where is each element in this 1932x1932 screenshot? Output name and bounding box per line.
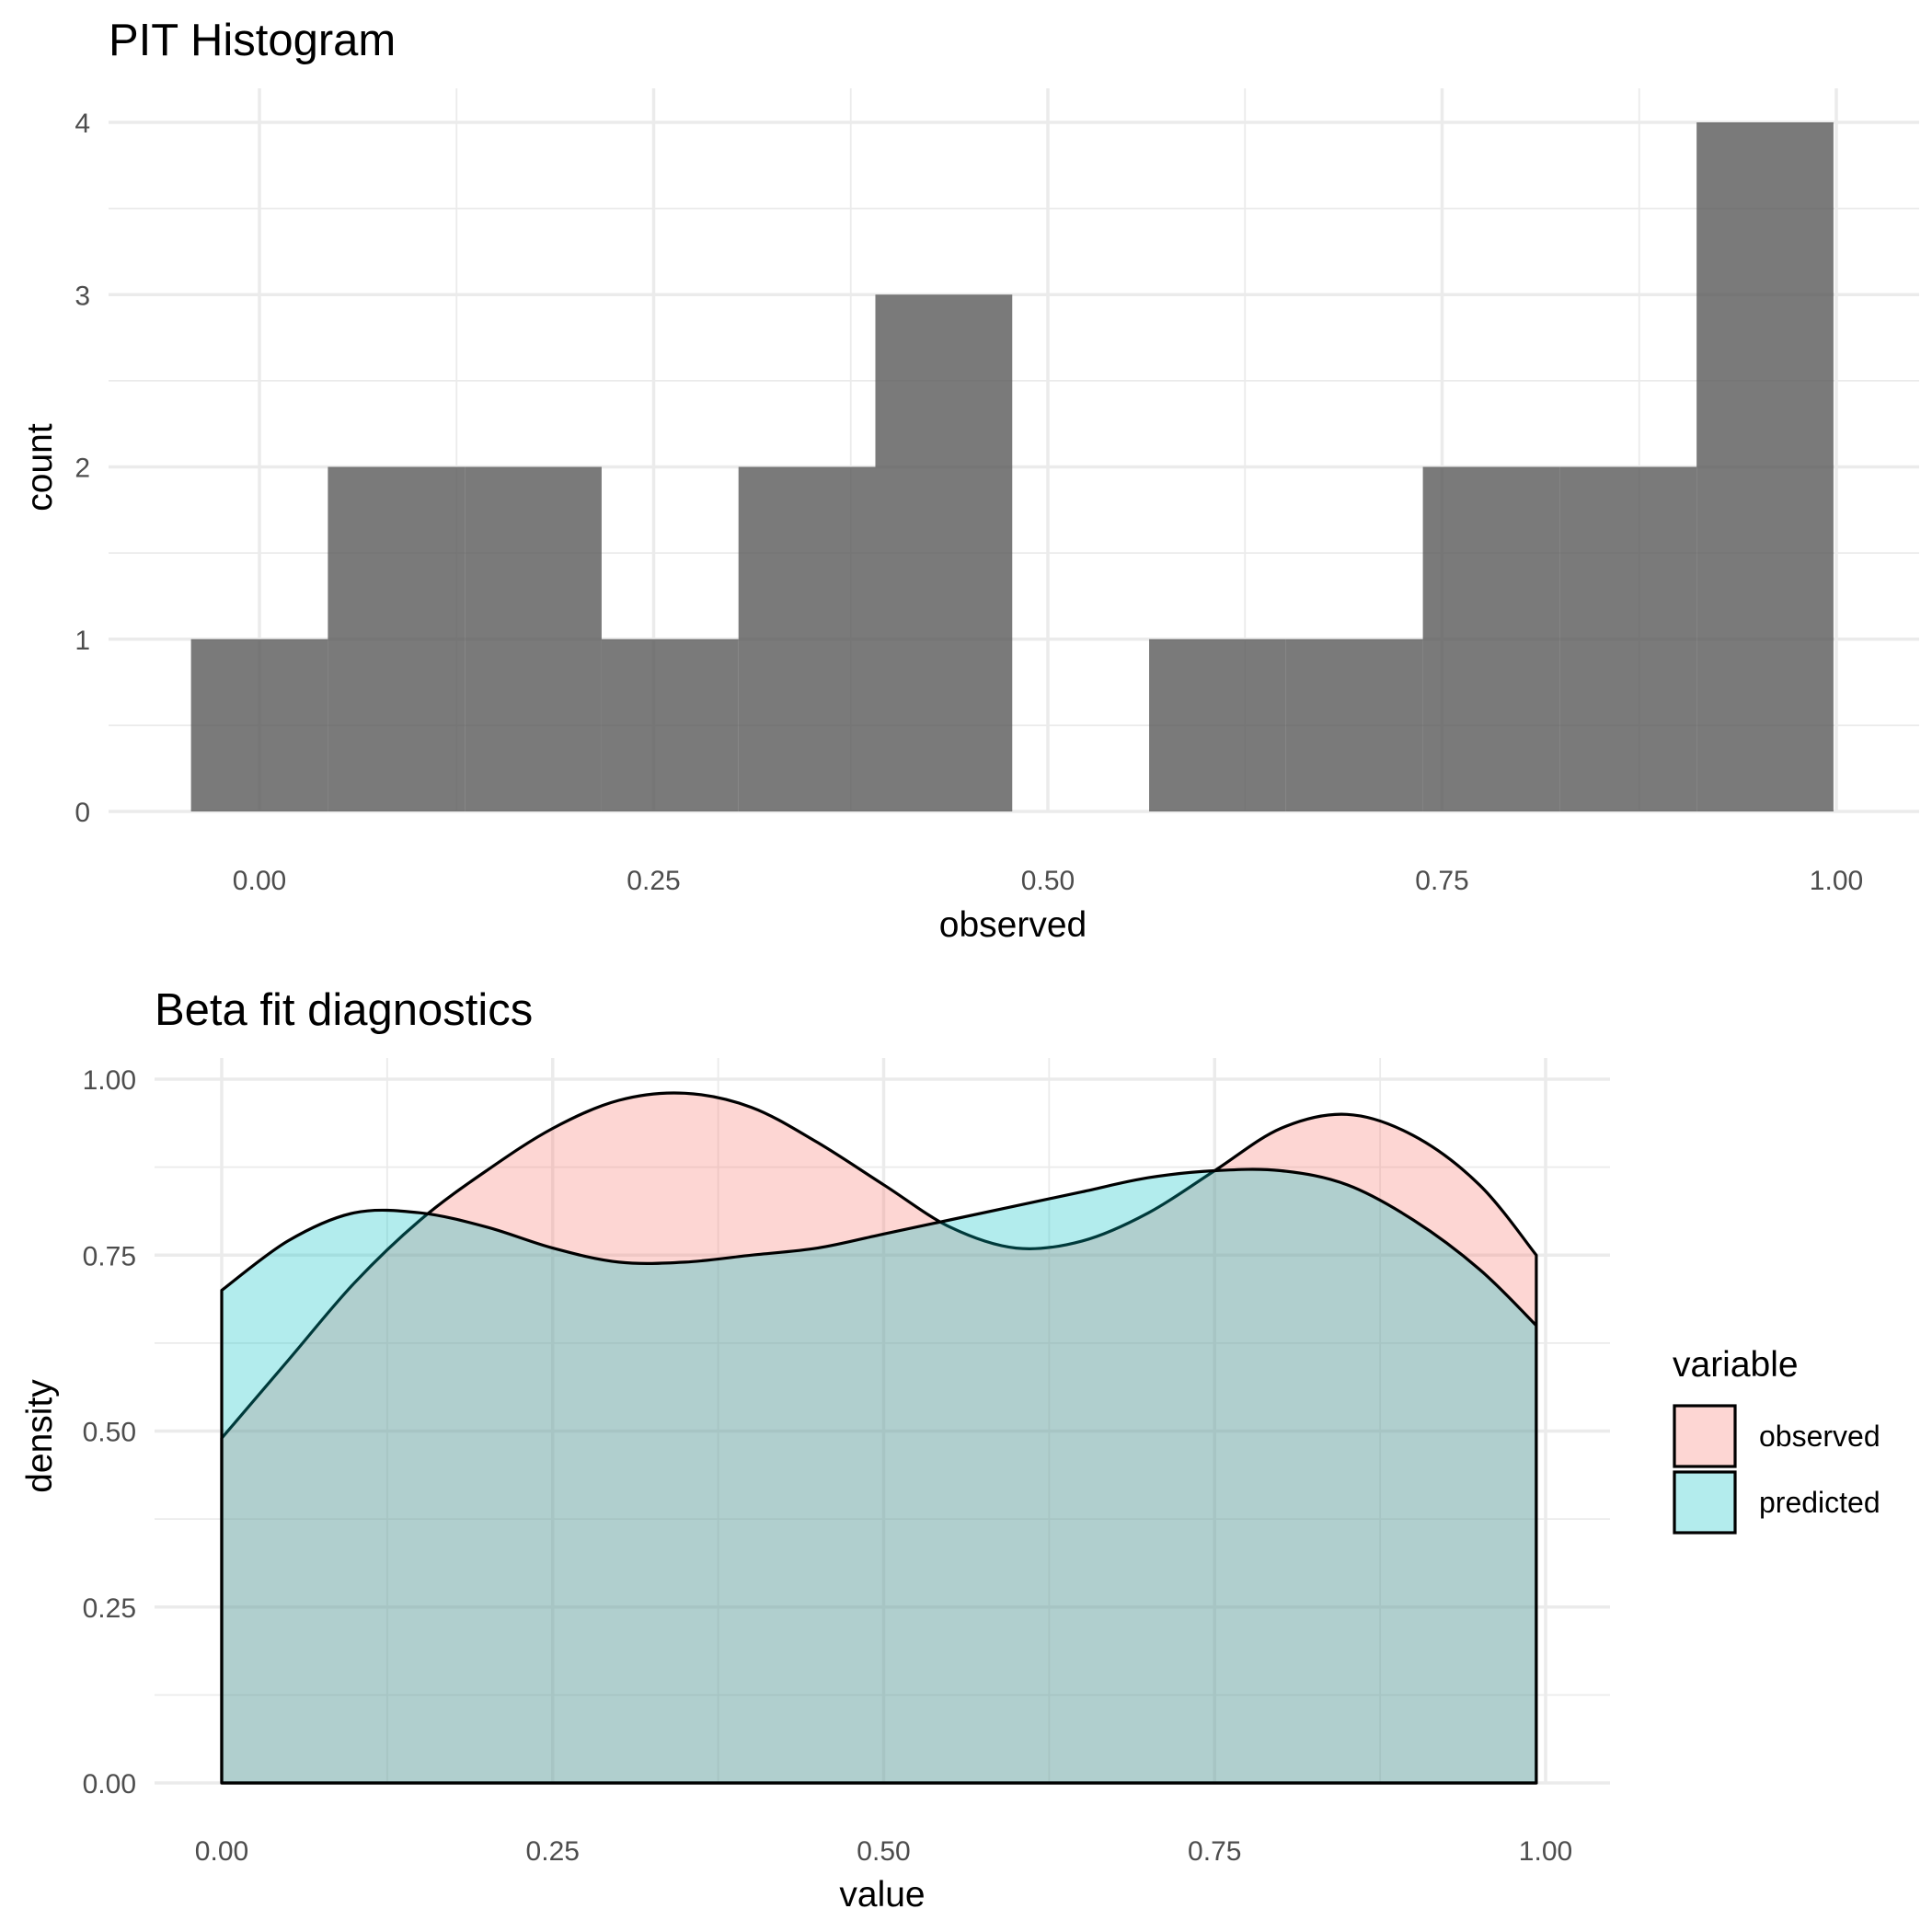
legend-label-observed: observed <box>1759 1420 1880 1453</box>
histogram-x-axis-title: observed <box>939 905 1087 945</box>
density-title: Beta fit diagnostics <box>155 985 533 1035</box>
legend-label-predicted: predicted <box>1759 1486 1880 1519</box>
density-areas <box>220 1091 1538 1785</box>
y-tick-label: 4 <box>75 109 90 139</box>
x-tick-label: 1.00 <box>1519 1836 1572 1867</box>
x-tick-label: 0.00 <box>233 866 286 896</box>
density-y-axis-title: density <box>20 1379 60 1493</box>
x-tick-label: 0.75 <box>1415 866 1468 896</box>
density-x-axis-title: value <box>839 1875 925 1915</box>
density-x-ticks: 0.00 0.25 0.50 0.75 1.00 <box>195 1836 1572 1867</box>
histogram-bar <box>875 294 1013 811</box>
histogram-bar <box>1149 638 1286 811</box>
beta-fit-panel: Beta fit diagnostics 0.00 0.25 0.50 0.75 1.0… <box>20 985 1610 1915</box>
x-tick-label: 0.75 <box>1188 1836 1241 1867</box>
histogram-bar <box>465 466 602 811</box>
pit-histogram-panel: PIT Histogram 0.00 0.25 0.50 0.75 1.00 0 1 2 3 4… <box>20 16 1919 945</box>
histogram-bars <box>190 122 1834 811</box>
x-tick-label: 0.50 <box>1021 866 1075 896</box>
histogram-bar <box>1285 638 1423 811</box>
x-tick-label: 0.25 <box>526 1836 580 1867</box>
y-tick-label: 2 <box>75 454 90 484</box>
density-area-observed <box>220 1091 1538 1785</box>
histogram-bar <box>601 638 739 811</box>
x-tick-label: 0.50 <box>857 1836 910 1867</box>
histogram-bar <box>328 466 466 811</box>
legend-key-predicted <box>1673 1470 1737 1535</box>
histogram-bar <box>1559 466 1697 811</box>
histogram-bar <box>190 638 328 811</box>
histogram-title: PIT Histogram <box>109 16 396 65</box>
y-tick-label: 1.00 <box>83 1065 136 1096</box>
density-y-ticks: 0.00 0.25 0.50 0.75 1.00 <box>83 1065 136 1800</box>
x-tick-label: 0.25 <box>627 866 680 896</box>
y-tick-label: 0.25 <box>83 1593 136 1624</box>
legend-items: observed predicted <box>1673 1404 1880 1535</box>
y-tick-label: 3 <box>75 281 90 311</box>
histogram-x-ticks: 0.00 0.25 0.50 0.75 1.00 <box>233 866 1863 896</box>
legend-key-observed <box>1673 1404 1737 1468</box>
x-tick-label: 1.00 <box>1810 866 1863 896</box>
histogram-bar <box>1422 466 1560 811</box>
x-tick-label: 0.00 <box>195 1836 248 1867</box>
y-tick-label: 0.00 <box>83 1769 136 1800</box>
y-tick-label: 1 <box>75 626 90 656</box>
histogram-bar <box>738 466 876 811</box>
y-tick-label: 0.75 <box>83 1241 136 1271</box>
legend: variable observed predicted <box>1673 1345 1880 1535</box>
histogram-bar <box>1696 122 1834 811</box>
y-tick-label: 0 <box>75 798 90 828</box>
y-tick-label: 0.50 <box>83 1418 136 1448</box>
histogram-y-ticks: 0 1 2 3 4 <box>75 109 90 828</box>
density-area-predicted <box>220 1167 1538 1785</box>
legend-title: variable <box>1673 1345 1799 1385</box>
histogram-y-axis-title: count <box>20 423 60 512</box>
